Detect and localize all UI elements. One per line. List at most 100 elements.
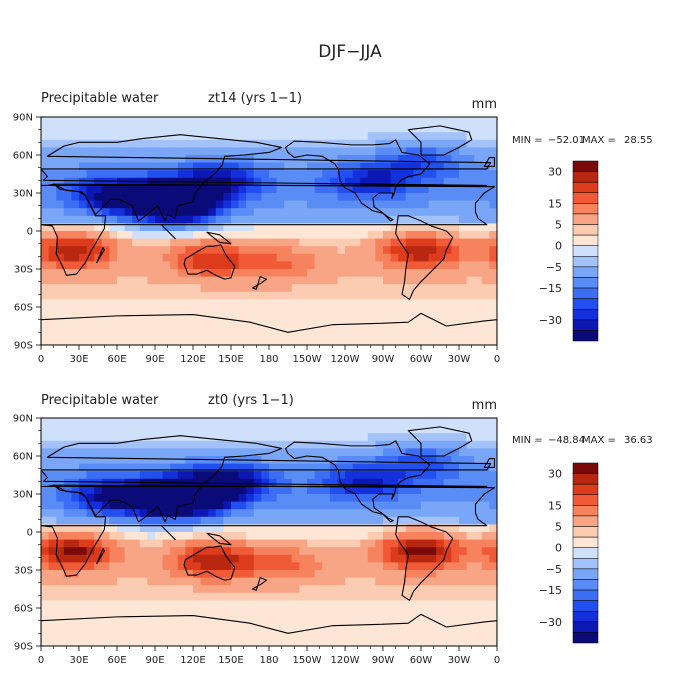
field-cell: [451, 600, 460, 609]
field-cell: [101, 509, 110, 518]
panel-1-x-axis: 0 30E 60E 90E 120E 150E 180 150W 120W 90W 60W 30W 0: [38, 345, 500, 365]
field-cell: [177, 600, 186, 609]
colorbar-swatch: [572, 610, 599, 623]
y-tick-label: 60S: [14, 604, 33, 615]
field-cell: [307, 215, 316, 224]
field-cell: [155, 223, 164, 232]
field-cell: [215, 132, 224, 141]
field-cell: [261, 276, 270, 285]
field-cell: [436, 425, 445, 434]
field-cell: [307, 615, 316, 624]
field-cell: [208, 418, 217, 427]
field-cell: [276, 261, 285, 270]
field-cell: [352, 208, 361, 217]
field-cell: [162, 276, 171, 285]
field-cell: [428, 276, 437, 285]
panel-1-stats: MIN = −52.01 MAX = 28.55: [512, 135, 653, 146]
field-cell: [307, 509, 316, 518]
field-cell: [329, 456, 338, 465]
panel-1-min-value: −52.01: [548, 135, 585, 146]
field-cell: [48, 638, 57, 646]
field-cell: [200, 329, 209, 338]
field-cell: [345, 524, 354, 533]
field-cell: [269, 238, 278, 247]
field-cell: [231, 185, 240, 194]
field-cell: [367, 425, 376, 434]
field-cell: [276, 284, 285, 293]
field-cell: [269, 132, 278, 141]
field-cell: [299, 532, 308, 541]
field-cell: [421, 314, 430, 323]
field-cell: [246, 532, 255, 541]
field-cell: [94, 117, 103, 126]
field-cell: [322, 177, 331, 186]
field-cell: [314, 585, 323, 594]
colorbar-swatch: [572, 287, 599, 299]
field-cell: [451, 608, 460, 617]
field-cell: [398, 299, 407, 308]
field-cell: [459, 608, 468, 617]
field-cell: [185, 329, 194, 338]
field-cell: [124, 570, 133, 579]
field-cell: [56, 269, 65, 278]
field-cell: [421, 329, 430, 338]
field-cell: [177, 269, 186, 278]
field-cell: [139, 215, 148, 224]
field-cell: [421, 532, 430, 541]
field-cell: [375, 562, 384, 571]
field-cell: [223, 433, 232, 442]
field-cell: [360, 170, 369, 179]
field-cell: [185, 471, 194, 480]
field-cell: [276, 147, 285, 156]
field-cell: [200, 246, 209, 255]
field-cell: [276, 208, 285, 217]
field-cell: [94, 600, 103, 609]
field-cell: [314, 269, 323, 278]
field-cell: [276, 322, 285, 331]
field-cell: [489, 448, 497, 457]
field-cell: [193, 284, 202, 293]
field-cell: [329, 329, 338, 338]
field-cell: [246, 615, 255, 624]
coastline: [284, 139, 431, 222]
field-cell: [314, 592, 323, 601]
field-cell: [421, 433, 430, 442]
field-cell: [231, 223, 240, 232]
field-cell: [360, 463, 369, 472]
field-cell: [86, 246, 95, 255]
field-cell: [238, 562, 247, 571]
field-cell: [215, 299, 224, 308]
field-cell: [109, 630, 118, 639]
field-cell: [489, 124, 497, 133]
field-cell: [48, 337, 57, 345]
field-cell: [155, 630, 164, 639]
field-cell: [200, 463, 209, 472]
field-cell: [443, 124, 452, 133]
field-cell: [481, 638, 490, 646]
field-cell: [41, 494, 50, 503]
field-cell: [147, 322, 156, 331]
field-cell: [398, 585, 407, 594]
field-cell: [390, 223, 399, 232]
field-cell: [117, 170, 126, 179]
field-cell: [375, 276, 384, 285]
field-cell: [360, 193, 369, 202]
field-cell: [185, 539, 194, 548]
field-cell: [345, 269, 354, 278]
field-cell: [162, 215, 171, 224]
field-cell: [390, 284, 399, 293]
field-cell: [428, 291, 437, 300]
field-cell: [375, 585, 384, 594]
field-cell: [390, 155, 399, 164]
field-cell: [139, 448, 148, 457]
field-cell: [48, 329, 57, 338]
field-cell: [436, 291, 445, 300]
field-cell: [459, 208, 468, 217]
field-cell: [185, 570, 194, 579]
field-cell: [200, 261, 209, 270]
field-cell: [329, 307, 338, 316]
field-cell: [41, 162, 50, 171]
field-cell: [352, 494, 361, 503]
field-cell: [398, 471, 407, 480]
field-cell: [63, 433, 72, 442]
